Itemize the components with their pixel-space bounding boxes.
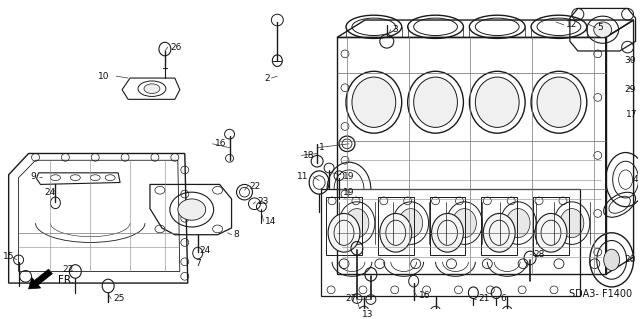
- Bar: [481, 197, 517, 255]
- Bar: [533, 197, 569, 255]
- Text: 14: 14: [266, 217, 276, 226]
- Text: 18: 18: [303, 151, 315, 160]
- Bar: [326, 197, 362, 255]
- Text: SDA3- F1400: SDA3- F1400: [570, 289, 632, 299]
- Text: 25: 25: [113, 294, 125, 303]
- Text: 17: 17: [626, 110, 637, 119]
- Ellipse shape: [452, 209, 476, 238]
- Ellipse shape: [431, 213, 463, 252]
- Text: 10: 10: [98, 72, 109, 81]
- Text: 27: 27: [345, 294, 356, 303]
- Bar: [429, 197, 465, 255]
- Ellipse shape: [594, 22, 612, 37]
- Text: 19: 19: [343, 188, 355, 197]
- Ellipse shape: [380, 213, 412, 252]
- Text: 2: 2: [264, 74, 270, 83]
- Text: 24: 24: [200, 246, 211, 255]
- Text: 29: 29: [624, 85, 636, 94]
- Ellipse shape: [413, 77, 458, 127]
- Text: 9: 9: [31, 172, 36, 181]
- Text: 16: 16: [214, 139, 226, 148]
- Ellipse shape: [352, 77, 396, 127]
- Text: 12: 12: [566, 20, 577, 29]
- Text: 21: 21: [478, 294, 490, 303]
- Ellipse shape: [483, 213, 515, 252]
- Bar: [378, 197, 413, 255]
- Text: 24: 24: [44, 188, 56, 197]
- Ellipse shape: [399, 209, 422, 238]
- Text: 13: 13: [362, 310, 373, 319]
- Text: 19: 19: [343, 172, 355, 181]
- Text: 30: 30: [624, 56, 636, 65]
- Text: 23: 23: [257, 197, 269, 206]
- Ellipse shape: [144, 84, 160, 93]
- Text: 5: 5: [598, 23, 604, 32]
- Text: 22: 22: [250, 182, 260, 191]
- Ellipse shape: [178, 199, 205, 220]
- Text: 4: 4: [632, 175, 638, 184]
- Ellipse shape: [328, 213, 360, 252]
- Ellipse shape: [535, 213, 567, 252]
- Text: 11: 11: [297, 172, 308, 181]
- Text: 15: 15: [3, 252, 14, 262]
- Text: 20: 20: [624, 256, 636, 264]
- Text: 16: 16: [419, 291, 430, 300]
- Text: 6: 6: [500, 294, 506, 303]
- Ellipse shape: [506, 209, 530, 238]
- Text: 8: 8: [234, 230, 239, 239]
- Text: 22: 22: [62, 265, 74, 274]
- Text: 1: 1: [319, 143, 325, 152]
- Ellipse shape: [604, 249, 620, 271]
- Text: 3: 3: [393, 25, 399, 34]
- Ellipse shape: [345, 209, 369, 238]
- Ellipse shape: [537, 77, 581, 127]
- Ellipse shape: [476, 77, 519, 127]
- Text: FR.: FR.: [58, 275, 74, 285]
- Text: 7: 7: [195, 259, 200, 268]
- Ellipse shape: [560, 209, 584, 238]
- FancyArrow shape: [29, 269, 52, 289]
- Text: 28: 28: [533, 249, 545, 259]
- Text: 26: 26: [170, 43, 181, 52]
